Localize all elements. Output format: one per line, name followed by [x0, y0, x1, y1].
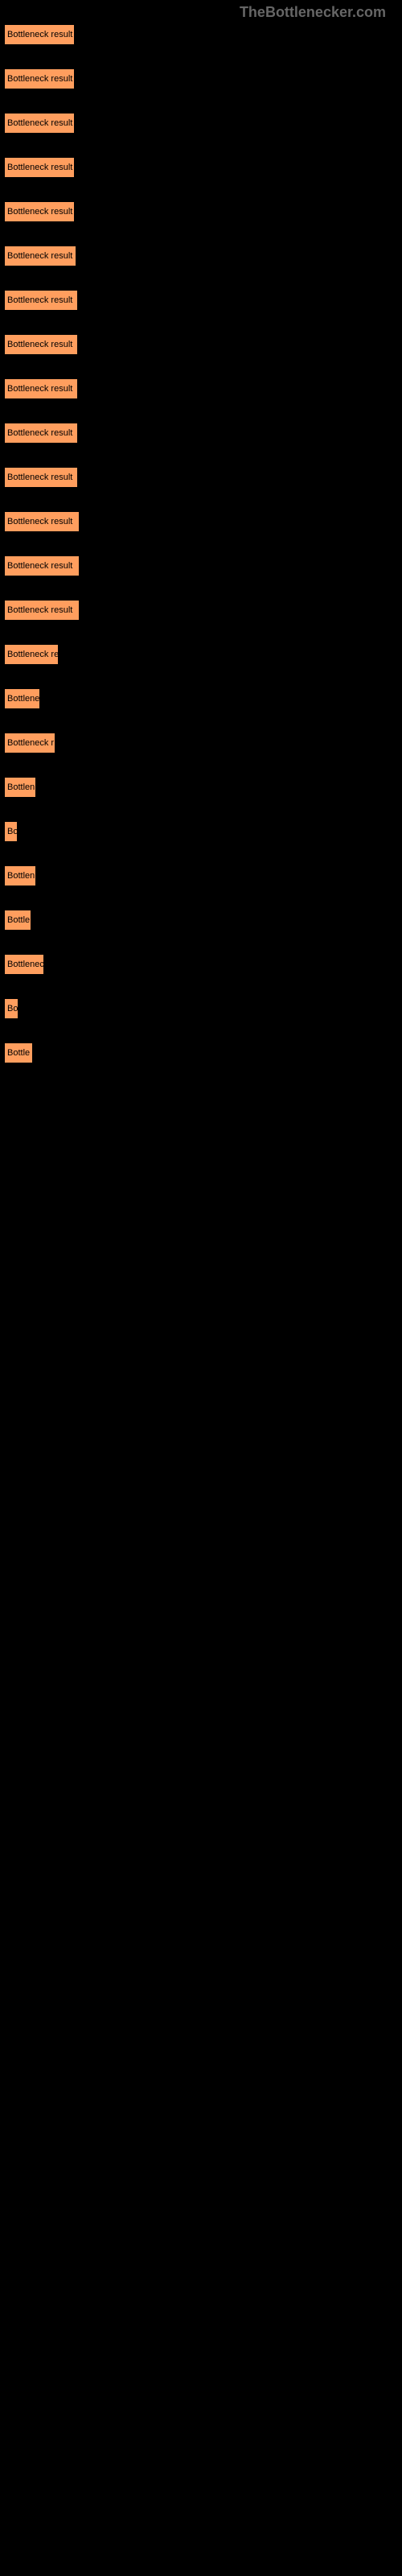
bar: Bottlenec [4, 954, 44, 975]
bar-row: Bo [4, 821, 402, 842]
bar-row: Bottleneck result [4, 555, 402, 576]
bar-row: Bottleneck result [4, 24, 402, 45]
bar-row: Bottleneck result [4, 157, 402, 178]
bar: Bottleneck result [4, 467, 78, 488]
bar: Bottleneck result [4, 511, 80, 532]
bar: Bottle [4, 1042, 33, 1063]
bar-row: Bottleneck result [4, 201, 402, 222]
bar: Bo [4, 821, 18, 842]
bar: Bottleneck result [4, 68, 75, 89]
bar: Bottle [4, 910, 31, 931]
bar-row: Bottlen [4, 777, 402, 798]
bar-row: Bottlene [4, 688, 402, 709]
bar: Bottleneck result [4, 334, 78, 355]
bar-row: Bottleneck result [4, 113, 402, 134]
bar-row: Bottleneck result [4, 511, 402, 532]
bar-row: Bottleneck result [4, 378, 402, 399]
bar: Bottleneck result [4, 378, 78, 399]
bar-row: Bottlenec [4, 954, 402, 975]
bar-row: Bottlen [4, 865, 402, 886]
bar-row: Bo [4, 998, 402, 1019]
bar: Bottleneck result [4, 600, 80, 621]
bar-row: Bottle [4, 1042, 402, 1063]
bar: Bottleneck result [4, 201, 75, 222]
bar: Bottleneck result [4, 290, 78, 311]
bar-row: Bottleneck result [4, 467, 402, 488]
bar-chart: Bottleneck result Bottleneck result Bottle… [0, 0, 402, 1063]
bar-row: Bottleneck r [4, 733, 402, 753]
bar-row: Bottle [4, 910, 402, 931]
bar: Bottlen [4, 777, 36, 798]
bar-row: Bottleneck result [4, 290, 402, 311]
bar: Bottlen [4, 865, 36, 886]
bar-row: Bottleneck result [4, 334, 402, 355]
bar: Bottleneck result [4, 113, 75, 134]
bar-row: Bottleneck result [4, 246, 402, 266]
bar: Bottleneck result [4, 555, 80, 576]
bar-row: Bottleneck result [4, 600, 402, 621]
bar-row: Bottleneck re [4, 644, 402, 665]
bar: Bottleneck re [4, 644, 59, 665]
bar: Bottleneck result [4, 24, 75, 45]
bar-row: Bottleneck result [4, 423, 402, 444]
bar: Bottlene [4, 688, 40, 709]
bar: Bottleneck r [4, 733, 55, 753]
bar: Bottleneck result [4, 246, 76, 266]
watermark: TheBottlenecker.com [240, 4, 386, 21]
bar: Bottleneck result [4, 157, 75, 178]
bar: Bo [4, 998, 18, 1019]
bar-row: Bottleneck result [4, 68, 402, 89]
bar: Bottleneck result [4, 423, 78, 444]
